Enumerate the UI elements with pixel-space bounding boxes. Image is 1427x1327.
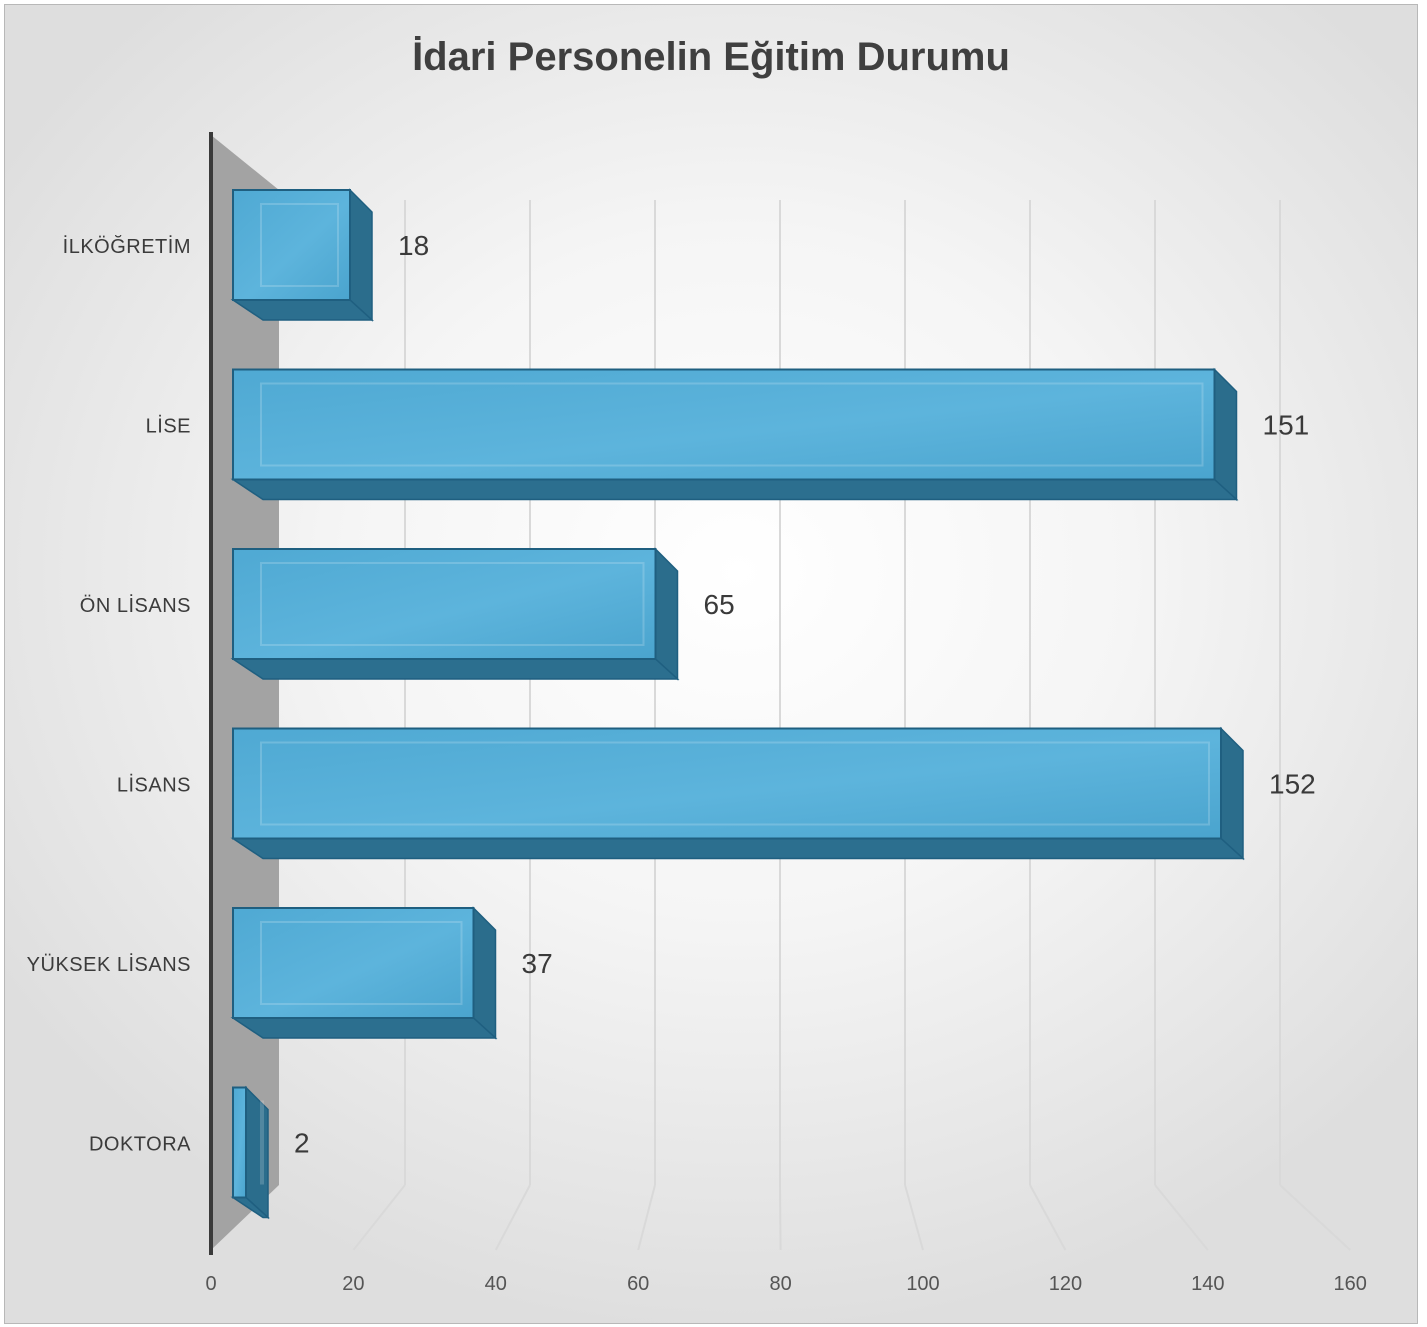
gridline-floor [904,1184,924,1251]
bar-group [230,547,680,681]
bar [232,907,475,1019]
data-label: 37 [522,948,553,979]
bar-group [230,367,1239,502]
category-label: LİSANS [117,774,191,797]
x-tick-label: 100 [906,1273,939,1295]
bar-bevel [260,203,339,287]
gridline-floor [1154,1184,1209,1251]
data-label: 152 [1269,769,1316,800]
x-tick-label: 20 [342,1273,364,1295]
bar-side [654,547,679,681]
gridlines-layer [352,200,1351,1251]
bar-side [245,1085,269,1220]
gridline-floor [1279,1184,1351,1251]
gridline-floor [494,1184,531,1251]
bar-group [230,1085,270,1220]
bar-bevel [260,921,463,1005]
bar-side [472,906,497,1040]
data-label: 18 [398,230,429,261]
bar-group [230,906,498,1040]
bar [232,727,1222,840]
labels-layer: 0 20 40 60 80 100 120 140 160 İLKÖĞRETİM 18 LİSE 151… [27,230,1367,1295]
bar [232,548,657,660]
bar-side [349,188,373,322]
bar-side [1213,367,1238,502]
chart-frame: İdari Personelin Eğitim Durumu 0 20 40 60 80… [4,4,1418,1324]
x-tick-label: 0 [205,1273,216,1295]
data-label: 2 [294,1128,310,1159]
data-label: 151 [1263,410,1310,441]
bar-chart: 0 20 40 60 80 100 120 140 160 İLKÖĞRETİM 18 LİSE 151… [27,132,1367,1295]
bar-bevel [260,562,645,646]
bar-bottom [230,478,1239,501]
bar-bevel [260,382,1204,467]
x-tick-label: 160 [1334,1273,1367,1295]
x-tick-label: 80 [769,1273,791,1295]
x-tick-label: 60 [627,1273,649,1295]
bars-layer [230,188,1245,1220]
gridline-floor [1029,1184,1067,1251]
bar-bevel [260,741,1210,826]
gridline-floor [352,1184,406,1251]
chart-title: İdari Personelin Eğitim Durumu [412,35,1010,79]
data-label: 65 [704,589,735,620]
category-label: İLKÖĞRETİM [63,235,191,258]
bar [232,189,351,301]
x-tick-label: 120 [1049,1273,1082,1295]
category-label: ÖN LİSANS [80,594,191,617]
category-label: YÜKSEK LİSANS [27,953,191,976]
category-label: LİSE [146,415,191,438]
gridline-floor [779,1184,782,1251]
bar-bevel [260,1100,264,1185]
bar [232,1086,247,1199]
category-label: DOKTORA [89,1134,191,1156]
bar-bottom [230,658,680,680]
bar-bottom [230,837,1245,860]
bar-group [230,188,374,322]
bar-side [1220,726,1244,861]
bar-bottom [230,1017,498,1039]
gridline-floor [637,1184,656,1251]
x-tick-label: 40 [485,1273,507,1295]
x-tick-label: 140 [1191,1273,1224,1295]
bar-group [230,726,1245,861]
bar [232,368,1216,481]
